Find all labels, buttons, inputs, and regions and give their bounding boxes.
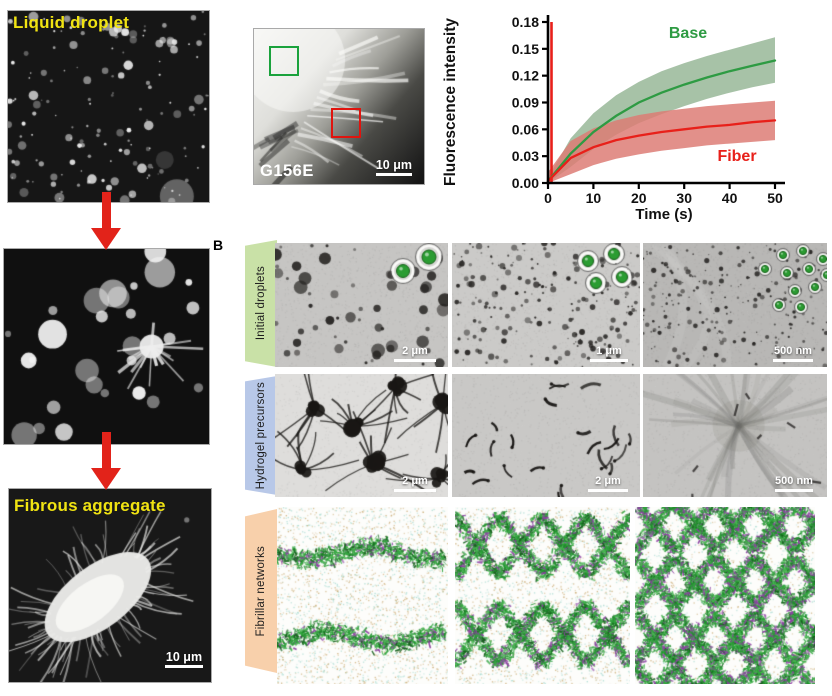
coalescing-droplet-image (4, 249, 209, 444)
tem-image (643, 374, 827, 497)
liquid-droplet-micrograph: Liquid droplet (7, 10, 210, 203)
g156e-micrograph: G156E 10 μm (253, 28, 425, 185)
scale-bar-line (375, 173, 412, 176)
roi-base-square (269, 46, 299, 76)
frap-chart-svg: 0.00 0.03 0.06 0.09 0.12 0.15 0.18 0 10 20 30 40 50 F… (442, 14, 785, 223)
sim-fibrillar-network-1 (277, 507, 448, 684)
y-tick-label: 0.03 (512, 148, 539, 164)
tem-initial-droplets-3: 500 nm (643, 243, 827, 367)
simulation-image (455, 507, 630, 684)
series-line-base (546, 59, 777, 183)
scale-bar-line (394, 359, 436, 362)
x-tick-label: 0 (544, 190, 552, 206)
frap-recovery-chart: 0.00 0.03 0.06 0.09 0.12 0.15 0.18 0 10 20 30 40 50 F… (440, 0, 832, 226)
liquid-droplet-image (8, 11, 209, 202)
y-axis-label: Fluorescence intensity (442, 18, 459, 186)
tem-image (275, 374, 448, 497)
tem-image (452, 374, 640, 497)
scale-bar-text: 10 μm (165, 649, 203, 664)
scale-bar-text: 500 nm (775, 475, 813, 487)
scale-bar-text: 2 μm (402, 475, 428, 487)
g156e-image (254, 29, 424, 184)
scale-bar-text: 2 μm (402, 345, 428, 357)
scale-bar: 2 μm (394, 476, 436, 492)
micrograph-label-liquid-droplet: Liquid droplet (13, 13, 130, 32)
roi-fiber-square (331, 108, 361, 138)
tem-initial-droplets-1: 2 μm (275, 243, 448, 367)
scale-bar-line (773, 359, 813, 362)
scale-bar: 10 μm (165, 649, 203, 668)
y-tick-label: 0.18 (512, 14, 539, 30)
scale-bar: 2 μm (394, 346, 436, 362)
scale-bar: 1 μm (590, 346, 628, 362)
tem-image (643, 243, 827, 367)
scale-bar: 500 nm (775, 476, 813, 492)
y-tick-label: 0.00 (512, 175, 539, 191)
simulation-image (277, 507, 448, 684)
scale-bar-line (165, 665, 203, 668)
sim-fibrillar-network-2 (455, 507, 630, 684)
x-tick-label: 30 (676, 190, 692, 206)
legend-base: Base (669, 25, 707, 42)
scale-bar-text: 10 μm (375, 157, 412, 172)
x-tick-label: 20 (631, 190, 647, 206)
arrow-head (91, 468, 121, 490)
tem-image (452, 243, 640, 367)
arrow-head (91, 228, 121, 250)
tem-hydrogel-precursors-2: 2 μm (452, 374, 640, 497)
sim-fibrillar-network-3 (635, 507, 815, 684)
fibrous-aggregate-image (9, 489, 211, 682)
panel-b-label: B (213, 237, 224, 253)
legend-fiber: Fiber (717, 148, 756, 165)
tem-initial-droplets-2: 1 μm (452, 243, 640, 367)
scale-bar-line (394, 489, 436, 492)
row-label-hydrogel-precursors: Hydrogel precursors (245, 376, 277, 495)
band-fiber (548, 100, 775, 183)
fibrous-aggregate-micrograph: Fibrous aggregate 10 μm (8, 488, 212, 683)
y-tick-label: 0.12 (512, 68, 539, 84)
micrograph-label-fibrous-aggregate: Fibrous aggregate (14, 496, 166, 515)
down-arrow-icon (91, 432, 121, 490)
tem-hydrogel-precursors-3: 500 nm (643, 374, 827, 497)
scale-bar-line (590, 359, 628, 362)
coalescing-droplet-micrograph (3, 248, 210, 445)
y-tick-label: 0.15 (512, 41, 539, 57)
x-tick-label: 40 (722, 190, 738, 206)
scale-bar-text: 1 μm (596, 345, 622, 357)
y-tick-label: 0.09 (512, 95, 539, 111)
arrow-shaft (101, 192, 111, 228)
tem-image (275, 243, 448, 367)
arrow-shaft (101, 432, 111, 468)
down-arrow-icon (91, 192, 121, 250)
x-axis-label: Time (s) (635, 206, 692, 223)
scale-bar-text: 2 μm (595, 475, 621, 487)
x-tick-label: 10 (586, 190, 602, 206)
x-tick-label: 50 (767, 190, 783, 206)
scale-bar-line (588, 489, 628, 492)
variant-label: G156E (260, 162, 314, 180)
row-label-initial-droplets: Initial droplets (245, 240, 277, 367)
tem-hydrogel-precursors-1: 2 μm (275, 374, 448, 497)
scale-bar-text: 500 nm (774, 345, 812, 357)
scale-bar-line (775, 489, 813, 492)
scale-bar: 10 μm (375, 157, 412, 176)
y-tick-label: 0.06 (512, 121, 539, 137)
scale-bar: 2 μm (588, 476, 628, 492)
series-line-fiber (546, 119, 777, 183)
simulation-image (635, 507, 815, 684)
row-label-fibrillar-networks: Fibrillar networks (245, 509, 277, 673)
scale-bar: 500 nm (773, 346, 813, 362)
